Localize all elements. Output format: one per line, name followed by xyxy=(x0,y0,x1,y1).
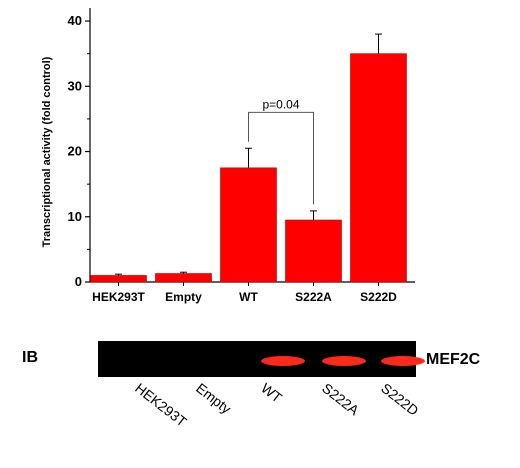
bar-empty xyxy=(155,273,212,283)
blot-bands xyxy=(261,356,425,366)
bar-series xyxy=(90,53,407,283)
y-tick-label: 10 xyxy=(68,209,82,224)
significance-bracket xyxy=(248,111,314,205)
blot-ib-label: IB xyxy=(22,349,38,366)
blot-band-wt xyxy=(261,356,305,366)
y-tick-label: 0 xyxy=(75,274,82,289)
bar-s222a xyxy=(285,219,342,283)
x-tick-label: HEK293T xyxy=(92,290,145,304)
bar-chart: Transcriptional activity (fold control) … xyxy=(41,8,415,304)
y-tick-label: 20 xyxy=(68,144,82,159)
x-tick-label: S222A xyxy=(295,290,332,304)
western-blot: IB MEF2C HEK293T Empty WT S222A S222D xyxy=(22,341,481,430)
y-tick-label: 30 xyxy=(68,78,82,93)
x-tick-label: S222D xyxy=(360,290,397,304)
error-bars xyxy=(115,33,382,276)
y-tick-label: 40 xyxy=(68,13,82,28)
y-axis: 0 10 20 30 40 xyxy=(68,8,91,289)
y-axis-title: Transcriptional activity (fold control) xyxy=(41,56,53,247)
x-tick-label: WT xyxy=(239,290,258,304)
x-axis: HEK293T Empty WT S222A S222D xyxy=(90,281,415,304)
bar-hek293t xyxy=(90,275,147,283)
blot-lane-label: WT xyxy=(258,380,285,406)
blot-membrane xyxy=(98,341,416,377)
bar-s222d xyxy=(350,53,407,283)
x-tick-label: Empty xyxy=(165,290,202,304)
blot-protein-label: MEF2C xyxy=(426,351,481,368)
blot-lane-label: Empty xyxy=(193,380,234,417)
blot-band-s222a xyxy=(322,356,366,366)
significance-annotation: p=0.04 xyxy=(248,97,314,205)
blot-lane-label: S222A xyxy=(319,380,362,419)
blot-band-s222d xyxy=(381,356,425,366)
p-value-label: p=0.04 xyxy=(262,97,299,111)
blot-lane-label: HEK293T xyxy=(132,380,190,430)
bar-wt xyxy=(220,167,277,283)
blot-lane-label: S222D xyxy=(378,380,422,419)
blot-lane-labels: HEK293T Empty WT S222A S222D xyxy=(132,380,422,430)
